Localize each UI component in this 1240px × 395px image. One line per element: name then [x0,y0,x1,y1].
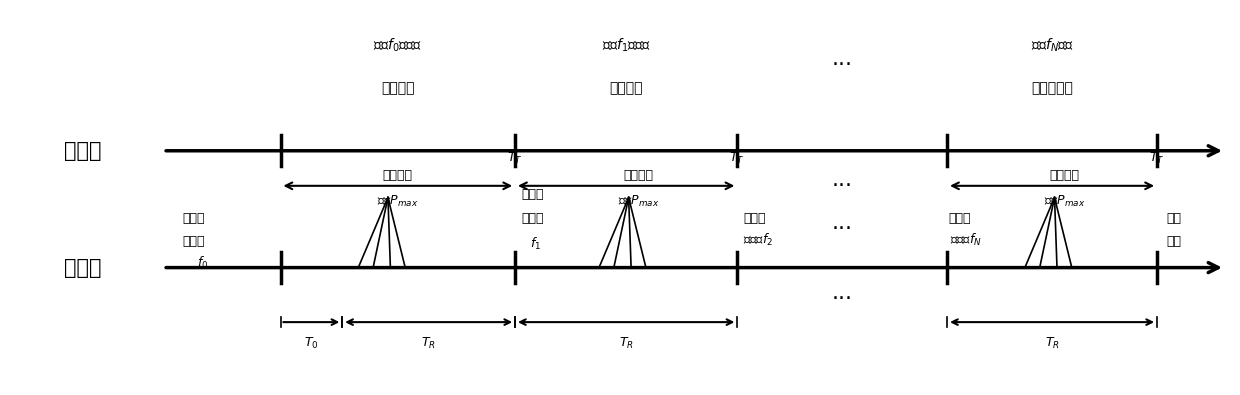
Text: 频调制信号: 频调制信号 [1032,81,1073,96]
Text: 接收端: 接收端 [64,258,102,278]
Text: $T_R$: $T_R$ [619,336,634,351]
Text: 相关计算: 相关计算 [1049,169,1079,182]
Text: 调制信号: 调制信号 [381,81,414,96]
Text: 接收设: 接收设 [521,188,544,201]
Text: 发送$f_N$的扩: 发送$f_N$的扩 [1030,37,1074,55]
Text: 找到$P_{max}$: 找到$P_{max}$ [618,194,660,209]
Text: $T_T$: $T_T$ [507,151,523,166]
Text: 接收设: 接收设 [744,212,766,225]
Text: 找到$P_{max}$: 找到$P_{max}$ [377,194,419,209]
Text: 完成: 完成 [1167,235,1182,248]
Text: ···: ··· [832,176,853,196]
Text: 调制信号: 调制信号 [609,81,642,96]
Text: 相关计算: 相关计算 [383,169,413,182]
Text: 相关计算: 相关计算 [624,169,653,182]
Text: 置频点$f_2$: 置频点$f_2$ [744,232,774,248]
Text: 接收设: 接收设 [949,212,971,225]
Text: 置频点: 置频点 [182,235,206,248]
Text: 找到$P_{max}$: 找到$P_{max}$ [1044,194,1085,209]
Text: 发送$f_1$的扩频: 发送$f_1$的扩频 [601,37,651,55]
Text: 发送端: 发送端 [64,141,102,161]
Text: 测试: 测试 [1167,212,1182,225]
Text: ···: ··· [832,289,853,309]
Text: 发送$f_0$的扩频: 发送$f_0$的扩频 [373,37,422,55]
Text: $f_0$: $f_0$ [197,256,208,271]
Text: $T_R$: $T_R$ [422,336,436,351]
Text: $T_T$: $T_T$ [1149,151,1164,166]
Text: 置频点$f_N$: 置频点$f_N$ [950,232,982,248]
Text: ···: ··· [832,55,853,75]
Text: $T_0$: $T_0$ [304,336,319,351]
Text: 接收设: 接收设 [182,212,206,225]
Text: ···: ··· [832,219,853,239]
Text: $f_1$: $f_1$ [529,236,541,252]
Text: $T_T$: $T_T$ [729,151,745,166]
Text: $T_R$: $T_R$ [1044,336,1059,351]
Text: 置频点: 置频点 [521,212,544,225]
